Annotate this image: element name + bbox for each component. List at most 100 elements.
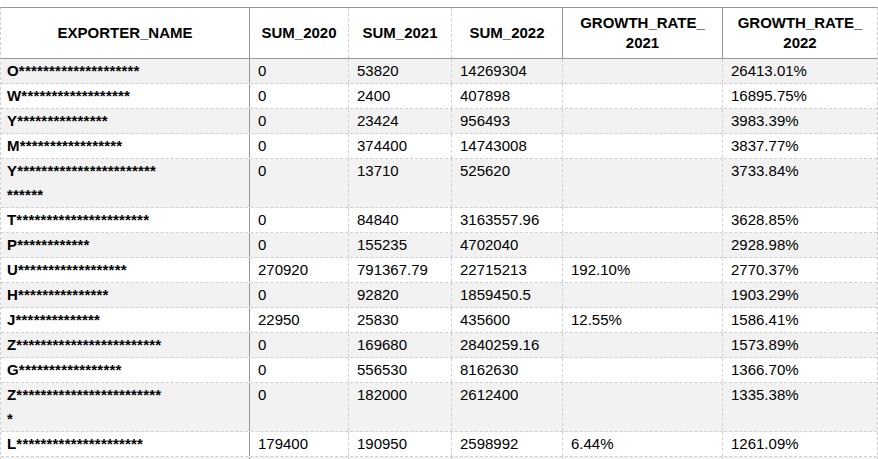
cell-sum-2022[interactable]: 2840259.16 [452, 333, 563, 357]
cell-sum-2021[interactable]: 2400 [349, 84, 452, 108]
table-body: O********************0538201426930426413… [1, 59, 877, 459]
cell-growth-rate-2021[interactable] [563, 333, 723, 357]
table-row: J**************229502583043560012.55%158… [1, 308, 877, 333]
cell-sum-2022[interactable]: 4702040 [452, 233, 563, 257]
cell-exporter-name[interactable]: P************ [1, 233, 250, 257]
cell-sum-2022[interactable]: 1859450.5 [452, 283, 563, 307]
cell-growth-rate-2022[interactable]: 1335.38% [723, 383, 877, 431]
column-header-sum-2020[interactable]: SUM_2020 [250, 8, 349, 58]
cell-growth-rate-2021[interactable] [563, 134, 723, 158]
table-row: L*********************179400190950259899… [1, 432, 877, 457]
cell-growth-rate-2021[interactable] [563, 283, 723, 307]
cell-growth-rate-2021[interactable] [563, 208, 723, 232]
cell-sum-2020[interactable]: 0 [250, 208, 349, 232]
cell-growth-rate-2022[interactable]: 1366.70% [723, 358, 877, 382]
cell-growth-rate-2022[interactable]: 1586.41% [723, 308, 877, 332]
cell-sum-2022[interactable]: 14743008 [452, 134, 563, 158]
cell-exporter-name[interactable]: L********************* [1, 432, 250, 456]
cell-sum-2021[interactable]: 374400 [349, 134, 452, 158]
cell-sum-2021[interactable]: 169680 [349, 333, 452, 357]
cell-sum-2022[interactable]: 8162630 [452, 358, 563, 382]
cell-sum-2022[interactable]: 956493 [452, 109, 563, 133]
cell-sum-2021[interactable]: 155235 [349, 233, 452, 257]
cell-growth-rate-2022[interactable]: 1573.89% [723, 333, 877, 357]
table-row: P************01552354702040 2928.98% [1, 233, 877, 258]
cell-sum-2021[interactable]: 182000 [349, 383, 452, 431]
cell-growth-rate-2021[interactable]: 12.55% [563, 308, 723, 332]
cell-growth-rate-2022[interactable]: 3837.77% [723, 134, 877, 158]
cell-sum-2020[interactable]: 0 [250, 59, 349, 83]
column-header-sum-2022[interactable]: SUM_2022 [452, 8, 563, 58]
cell-exporter-name[interactable]: T********************** [1, 208, 250, 232]
cell-sum-2021[interactable]: 13710 [349, 159, 452, 207]
cell-growth-rate-2022[interactable]: 3733.84% [723, 159, 877, 207]
cell-exporter-name[interactable]: O******************** [1, 59, 250, 83]
cell-sum-2020[interactable]: 0 [250, 84, 349, 108]
cell-growth-rate-2021[interactable] [563, 84, 723, 108]
cell-growth-rate-2022[interactable]: 3628.85% [723, 208, 877, 232]
cell-sum-2021[interactable]: 556530 [349, 358, 452, 382]
cell-exporter-name[interactable]: H*************** [1, 283, 250, 307]
cell-sum-2020[interactable]: 0 [250, 383, 349, 431]
cell-sum-2020[interactable]: 0 [250, 109, 349, 133]
table-row: W******************02400407898 16895.75% [1, 84, 877, 109]
cell-sum-2021[interactable]: 190950 [349, 432, 452, 456]
cell-exporter-name[interactable]: J************** [1, 308, 250, 332]
cell-exporter-name[interactable]: G***************** [1, 358, 250, 382]
table-header-row: EXPORTER_NAMESUM_2020SUM_2021SUM_2022GRO… [1, 8, 877, 59]
cell-growth-rate-2021[interactable]: 192.10% [563, 258, 723, 282]
cell-growth-rate-2022[interactable]: 2928.98% [723, 233, 877, 257]
column-header-label: 2021 [626, 33, 659, 53]
cell-exporter-name[interactable]: Z************************ * [1, 383, 250, 431]
cell-growth-rate-2021[interactable] [563, 383, 723, 431]
cell-sum-2022[interactable]: 3163557.96 [452, 208, 563, 232]
cell-exporter-name[interactable]: Y*********************** ****** [1, 159, 250, 207]
cell-exporter-name[interactable]: W****************** [1, 84, 250, 108]
cell-sum-2021[interactable]: 92820 [349, 283, 452, 307]
cell-sum-2020[interactable]: 0 [250, 134, 349, 158]
cell-growth-rate-2021[interactable] [563, 109, 723, 133]
cell-growth-rate-2022[interactable]: 2770.37% [723, 258, 877, 282]
cell-sum-2021[interactable]: 791367.79 [349, 258, 452, 282]
column-header-growth-rate-2022[interactable]: GROWTH_RATE_2022 [723, 8, 877, 58]
cell-sum-2020[interactable]: 22950 [250, 308, 349, 332]
column-header-exporter-name[interactable]: EXPORTER_NAME [1, 8, 250, 58]
cell-growth-rate-2021[interactable] [563, 233, 723, 257]
column-header-label: EXPORTER_NAME [57, 23, 192, 43]
cell-growth-rate-2021[interactable] [563, 358, 723, 382]
cell-growth-rate-2021[interactable]: 6.44% [563, 432, 723, 456]
table-row: Y***************023424956493 3983.39% [1, 109, 877, 134]
cell-exporter-name[interactable]: Z************************ [1, 333, 250, 357]
cell-sum-2021[interactable]: 25830 [349, 308, 452, 332]
cell-sum-2022[interactable]: 407898 [452, 84, 563, 108]
cell-sum-2020[interactable]: 0 [250, 159, 349, 207]
cell-growth-rate-2022[interactable]: 16895.75% [723, 84, 877, 108]
cell-sum-2021[interactable]: 23424 [349, 109, 452, 133]
cell-growth-rate-2022[interactable]: 3983.39% [723, 109, 877, 133]
cell-sum-2020[interactable]: 270920 [250, 258, 349, 282]
cell-sum-2021[interactable]: 84840 [349, 208, 452, 232]
cell-sum-2020[interactable]: 179400 [250, 432, 349, 456]
cell-exporter-name[interactable]: Y*************** [1, 109, 250, 133]
cell-growth-rate-2022[interactable]: 1903.29% [723, 283, 877, 307]
cell-sum-2022[interactable]: 435600 [452, 308, 563, 332]
cell-sum-2020[interactable]: 0 [250, 283, 349, 307]
cell-sum-2022[interactable]: 525620 [452, 159, 563, 207]
cell-sum-2021[interactable]: 53820 [349, 59, 452, 83]
cell-growth-rate-2022[interactable]: 26413.01% [723, 59, 877, 83]
cell-sum-2022[interactable]: 2612400 [452, 383, 563, 431]
cell-growth-rate-2021[interactable] [563, 59, 723, 83]
cell-growth-rate-2021[interactable] [563, 159, 723, 207]
table-row: U******************270920791367.79227152… [1, 258, 877, 283]
cell-sum-2022[interactable]: 22715213 [452, 258, 563, 282]
cell-sum-2020[interactable]: 0 [250, 333, 349, 357]
cell-sum-2020[interactable]: 0 [250, 233, 349, 257]
column-header-growth-rate-2021[interactable]: GROWTH_RATE_2021 [563, 8, 723, 58]
cell-sum-2022[interactable]: 14269304 [452, 59, 563, 83]
cell-growth-rate-2022[interactable]: 1261.09% [723, 432, 877, 456]
cell-sum-2020[interactable]: 0 [250, 358, 349, 382]
cell-exporter-name[interactable]: M***************** [1, 134, 250, 158]
cell-exporter-name[interactable]: U****************** [1, 258, 250, 282]
column-header-sum-2021[interactable]: SUM_2021 [349, 8, 452, 58]
cell-sum-2022[interactable]: 2598992 [452, 432, 563, 456]
